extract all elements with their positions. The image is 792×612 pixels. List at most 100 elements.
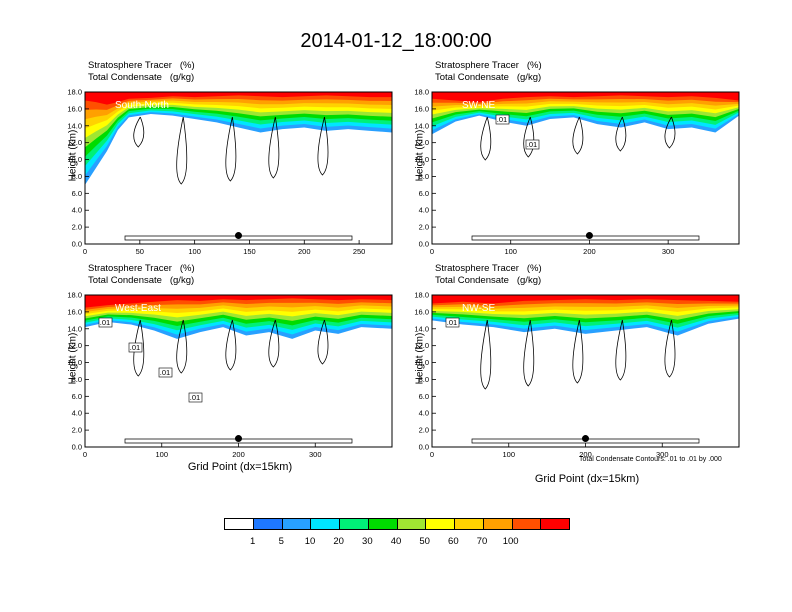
x-tick-label: 200 — [579, 450, 592, 459]
y-tick-label: 10.0 — [414, 155, 429, 164]
y-tick-label: 16.0 — [67, 307, 82, 316]
colorbar-swatch — [483, 519, 513, 529]
contour-label: .01 — [190, 393, 200, 402]
contour-label-box — [128, 342, 143, 353]
y-tick-label: 2.0 — [419, 223, 429, 232]
colorbar-label: 100 — [502, 536, 519, 547]
y-tick-label: 4.0 — [419, 206, 429, 215]
panel-west-east: Stratosphere Tracer (%) Total Condensate… — [67, 263, 405, 478]
chart-plot: 0.0 2.0 4.0 6.0 8.0 10.0 12.0 14.0 16.0 18.0 0 100 2… — [414, 88, 740, 256]
x-tick-label: 100 — [188, 247, 201, 256]
condensate-contour — [133, 116, 145, 148]
condensate-contour — [317, 319, 329, 365]
y-tick-label: 2.0 — [419, 426, 429, 435]
panel-title-line1: Stratosphere Tracer (%) — [435, 263, 542, 274]
colorbar-labels: 1 5 10 20 30 40 50 60 70 100 — [224, 536, 568, 548]
colorbar-swatch — [455, 519, 484, 529]
x-axis-label: Grid Point (dx=15km) — [187, 461, 293, 473]
panel-title-line2: Total Condensate (g/kg) — [88, 275, 195, 286]
colorbar-label: 40 — [390, 536, 402, 547]
x-tick-label: 250 — [353, 247, 366, 256]
tracer-band — [432, 295, 739, 304]
contour-label-box — [158, 367, 173, 378]
contour-label-box — [98, 317, 113, 328]
colorbar-label: 70 — [476, 536, 488, 547]
location-marker — [235, 435, 242, 443]
location-marker — [235, 232, 242, 240]
colorbar-swatch — [225, 519, 254, 529]
y-tick-label: 0.0 — [419, 443, 429, 452]
y-tick-label: 16.0 — [414, 307, 429, 316]
condensate-contour — [176, 116, 188, 185]
y-tick-label: 16.0 — [67, 104, 82, 113]
colorbar-swatch — [397, 519, 427, 529]
chart-plot: 0.0 2.0 4.0 6.0 8.0 10.0 12.0 14.0 16.0 18.0 0 100 2… — [414, 291, 740, 459]
condensate-contour — [268, 116, 280, 179]
condensate-contour — [471, 235, 700, 241]
condensate-contour — [124, 438, 353, 444]
y-tick-label: 8.0 — [72, 172, 82, 181]
y-tick-label: 18.0 — [67, 291, 82, 300]
x-tick-label: 150 — [243, 247, 256, 256]
y-tick-label: 6.0 — [72, 392, 82, 401]
direction-label: NW-SE — [462, 303, 495, 314]
location-marker — [582, 435, 589, 443]
y-tick-label: 6.0 — [72, 189, 82, 198]
condensate-contour — [664, 116, 676, 149]
plot-frame — [431, 91, 740, 245]
colorbar-swatch — [426, 519, 455, 529]
colorbar-label: 50 — [419, 536, 430, 547]
colorbar-label: 10 — [304, 536, 316, 547]
plot-frame — [84, 91, 393, 245]
y-tick-label: 10.0 — [67, 155, 82, 164]
x-tick-label: 0 — [83, 247, 87, 256]
condensate-contour — [523, 116, 535, 158]
panel-title-line2: Total Condensate (g/kg) — [435, 275, 542, 286]
x-tick-label: 300 — [662, 247, 675, 256]
x-tick-label: 100 — [502, 450, 515, 459]
panel-nw-se: Stratosphere Tracer (%) Total Condensate… — [414, 263, 752, 485]
y-tick-label: 6.0 — [419, 189, 429, 198]
y-tick-label: 14.0 — [414, 121, 429, 130]
colorbar-swatch — [368, 519, 398, 529]
x-tick-label: 0 — [430, 247, 434, 256]
direction-label: South-North — [115, 100, 169, 111]
y-tick-label: 16.0 — [414, 104, 429, 113]
y-tick-label: 0.0 — [72, 443, 82, 452]
x-tick-label: 100 — [155, 450, 168, 459]
condensate-contour — [268, 319, 280, 368]
x-tick-label: 200 — [298, 247, 311, 256]
chart-plot: 0.0 2.0 4.0 6.0 8.0 10.0 12.0 14.0 16.0 18.0 0 100 2… — [67, 291, 393, 459]
condensate-contour — [124, 235, 353, 241]
y-tick-label: 8.0 — [419, 172, 429, 181]
y-tick-label: 14.0 — [414, 324, 429, 333]
panel-title-line1: Stratosphere Tracer (%) — [88, 60, 195, 71]
colorbar-label: 20 — [333, 536, 344, 547]
y-tick-label: 14.0 — [67, 324, 82, 333]
y-tick-label: 0.0 — [72, 240, 82, 249]
tracer-band — [432, 92, 739, 103]
contour-label-box — [188, 392, 203, 403]
panel-south-north: Stratosphere Tracer (%) Total Condensate… — [67, 60, 405, 275]
tracer-band — [85, 92, 392, 105]
y-tick-label: 12.0 — [414, 341, 429, 350]
condensate-contour — [225, 319, 237, 371]
y-tick-label: 14.0 — [67, 121, 82, 130]
y-tick-label: 12.0 — [67, 341, 82, 350]
x-tick-label: 50 — [136, 247, 144, 256]
condensate-contour — [615, 116, 627, 152]
location-marker — [585, 232, 593, 240]
panel-title-line2: Total Condensate (g/kg) — [435, 72, 542, 83]
contour-note: Total Condensate Contours: .01 to .01 by… — [579, 456, 722, 463]
colorbar-label: 60 — [448, 536, 459, 547]
direction-label: SW-NE — [462, 100, 495, 111]
colorbar-swatch — [311, 519, 340, 529]
x-tick-label: 300 — [656, 450, 669, 459]
condensate-contour — [572, 116, 584, 155]
x-tick-label: 0 — [83, 450, 87, 459]
colorbar-swatch — [541, 519, 569, 529]
condensate-contour — [471, 438, 700, 444]
condensate-contour — [572, 319, 584, 384]
y-tick-label: 4.0 — [72, 206, 82, 215]
y-tick-label: 0.0 — [419, 240, 429, 249]
